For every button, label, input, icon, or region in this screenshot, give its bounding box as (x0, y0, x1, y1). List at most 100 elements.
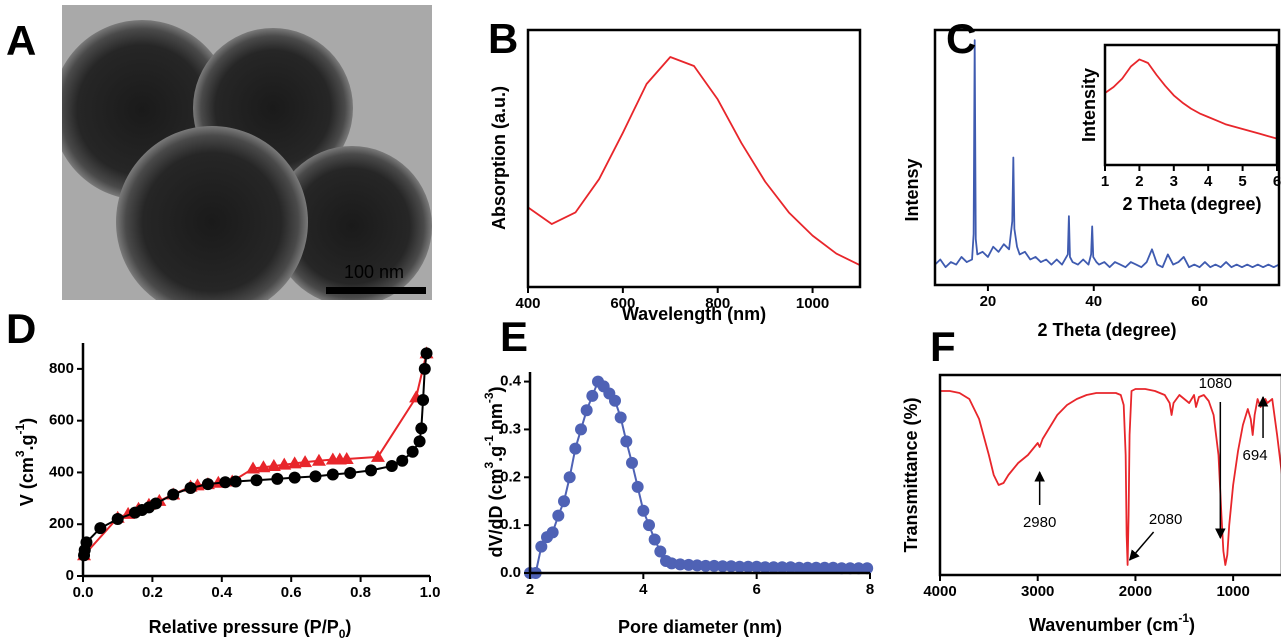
marker (288, 471, 301, 484)
plot-frame (526, 28, 862, 289)
scale-bar-label: 100 nm (344, 262, 404, 282)
marker (420, 347, 433, 360)
x-tick-label: 4 (639, 581, 648, 598)
y-axis-label: V (cm3.g-1) (13, 418, 37, 506)
data-line (934, 39, 1280, 269)
marker (418, 362, 431, 375)
marker (184, 481, 197, 494)
x-axis-label: Pore diameter (nm) (618, 617, 782, 637)
plot: 1 2 3 4 5 6 (1101, 43, 1281, 190)
marker (406, 445, 419, 458)
x-tick-label: 0.8 (350, 584, 371, 601)
x-tick-label: 1.0 (420, 584, 441, 601)
label-part: ) (1189, 615, 1195, 635)
marker (311, 453, 326, 466)
marker (326, 468, 339, 481)
plot: 0.0 0.2 0.4 0.6 0.8 1.0 0 200 400 600 800 (49, 343, 440, 601)
panel-letter: A (6, 17, 36, 64)
marker (569, 442, 582, 455)
x-tick-label: 1 (1101, 173, 1109, 190)
marker (219, 476, 232, 489)
label-part: .g (17, 434, 37, 450)
y-axis-label: Intensy (902, 158, 922, 221)
data-line (1104, 58, 1278, 140)
marker (309, 470, 322, 483)
x-tick-label: 3 (1170, 173, 1178, 190)
marker (835, 562, 848, 575)
annotation-arrow (1128, 531, 1155, 561)
marker (733, 560, 746, 573)
scale-bar (326, 287, 426, 294)
plot-frame (933, 28, 1281, 287)
marker (277, 457, 292, 470)
x-tick-label: 6 (752, 581, 760, 598)
x-tick-label: 6 (1273, 173, 1281, 190)
data-line (940, 388, 1281, 566)
marker (750, 560, 763, 573)
marker (767, 561, 780, 574)
marker (818, 561, 831, 574)
label-part: -1 (482, 435, 496, 446)
y-tick-label: 200 (49, 515, 74, 532)
particle (116, 126, 308, 300)
label-part: -1 (13, 423, 27, 434)
label-part: -1 (1178, 611, 1189, 625)
data-line (527, 56, 861, 266)
y-axis-label: Transmittance (%) (901, 397, 921, 552)
marker (784, 561, 797, 574)
plot: 20 40 60 (933, 28, 1281, 310)
panel-letter: C (946, 15, 976, 62)
marker (637, 504, 650, 517)
y-tick-label: 0.4 (500, 373, 522, 390)
marker (614, 411, 627, 424)
label-part: V (cm (17, 457, 37, 506)
y-tick-label: 400 (49, 463, 74, 480)
x-axis-label: Wavelength (nm) (622, 304, 766, 324)
x-axis-label: Wavenumber (cm-1) (1029, 611, 1195, 635)
panel-letter: B (488, 15, 518, 62)
marker (759, 561, 772, 574)
marker (861, 562, 874, 575)
marker (385, 459, 398, 472)
marker (648, 533, 661, 546)
panel-letter: E (500, 313, 528, 360)
label-part: .nm (486, 403, 506, 435)
label-part: ) (17, 418, 37, 424)
x-axis-label: 2 Theta (degree) (1122, 194, 1261, 214)
x-tick-label: 4000 (923, 583, 956, 600)
label-part: .g (486, 446, 506, 462)
marker (365, 464, 378, 477)
y-axis-label: Absorption (a.u.) (489, 86, 509, 230)
marker (844, 562, 857, 575)
plot: 400 600 800 1000 (515, 28, 862, 312)
marker (801, 561, 814, 574)
marker (776, 561, 789, 574)
x-tick-label: 2 (526, 581, 534, 598)
y-tick-label: 0 (66, 567, 74, 584)
marker (256, 460, 271, 473)
annotation: 2980 (1023, 514, 1056, 531)
marker (654, 545, 667, 558)
marker (563, 471, 576, 484)
marker (609, 394, 621, 407)
marker (94, 522, 107, 535)
marker (370, 449, 385, 462)
marker (552, 509, 565, 522)
plot: 4000 3000 2000 1000 (923, 373, 1281, 600)
marker (575, 423, 587, 436)
panel-letter: D (6, 305, 36, 352)
marker (250, 474, 263, 487)
marker (699, 559, 712, 572)
x-tick-label: 2000 (1119, 583, 1152, 600)
x-tick-label: 60 (1191, 293, 1208, 310)
plot-frame (938, 373, 1281, 577)
label-part: Relative pressure (P/P (149, 617, 339, 637)
marker (546, 526, 559, 539)
label-part: 3 (482, 462, 496, 469)
marker (167, 488, 180, 501)
label-part: ) (345, 617, 351, 637)
marker (643, 519, 655, 532)
marker (298, 455, 313, 468)
